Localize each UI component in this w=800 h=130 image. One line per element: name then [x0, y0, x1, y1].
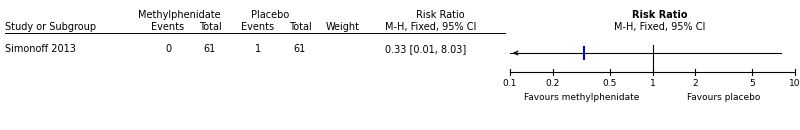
Text: 0.5: 0.5	[602, 79, 617, 88]
Text: 1: 1	[255, 44, 261, 54]
Text: Total: Total	[198, 22, 222, 32]
Text: 5: 5	[750, 79, 755, 88]
Text: Total: Total	[289, 22, 311, 32]
Text: Study or Subgroup: Study or Subgroup	[5, 22, 96, 32]
Text: 2: 2	[693, 79, 698, 88]
Text: 0.1: 0.1	[503, 79, 517, 88]
Text: 0.33 [0.01, 8.03]: 0.33 [0.01, 8.03]	[385, 44, 466, 54]
Text: Simonoff 2013: Simonoff 2013	[5, 44, 76, 54]
Text: M-H, Fixed, 95% CI: M-H, Fixed, 95% CI	[385, 22, 476, 32]
Text: 61: 61	[294, 44, 306, 54]
Text: 1: 1	[650, 79, 655, 88]
Text: Favours methylphenidate: Favours methylphenidate	[523, 93, 639, 102]
Text: Favours placebo: Favours placebo	[687, 93, 761, 102]
Text: 10: 10	[790, 79, 800, 88]
Text: Risk Ratio: Risk Ratio	[416, 10, 464, 20]
Text: 0: 0	[165, 44, 171, 54]
Text: 61: 61	[204, 44, 216, 54]
Text: Events: Events	[151, 22, 185, 32]
Text: 0.2: 0.2	[546, 79, 560, 88]
Text: M-H, Fixed, 95% CI: M-H, Fixed, 95% CI	[614, 22, 706, 32]
Text: Methylphenidate: Methylphenidate	[138, 10, 220, 20]
Text: Weight: Weight	[326, 22, 360, 32]
Text: Risk Ratio: Risk Ratio	[632, 10, 688, 20]
Text: Events: Events	[242, 22, 274, 32]
Text: Placebo: Placebo	[251, 10, 289, 20]
